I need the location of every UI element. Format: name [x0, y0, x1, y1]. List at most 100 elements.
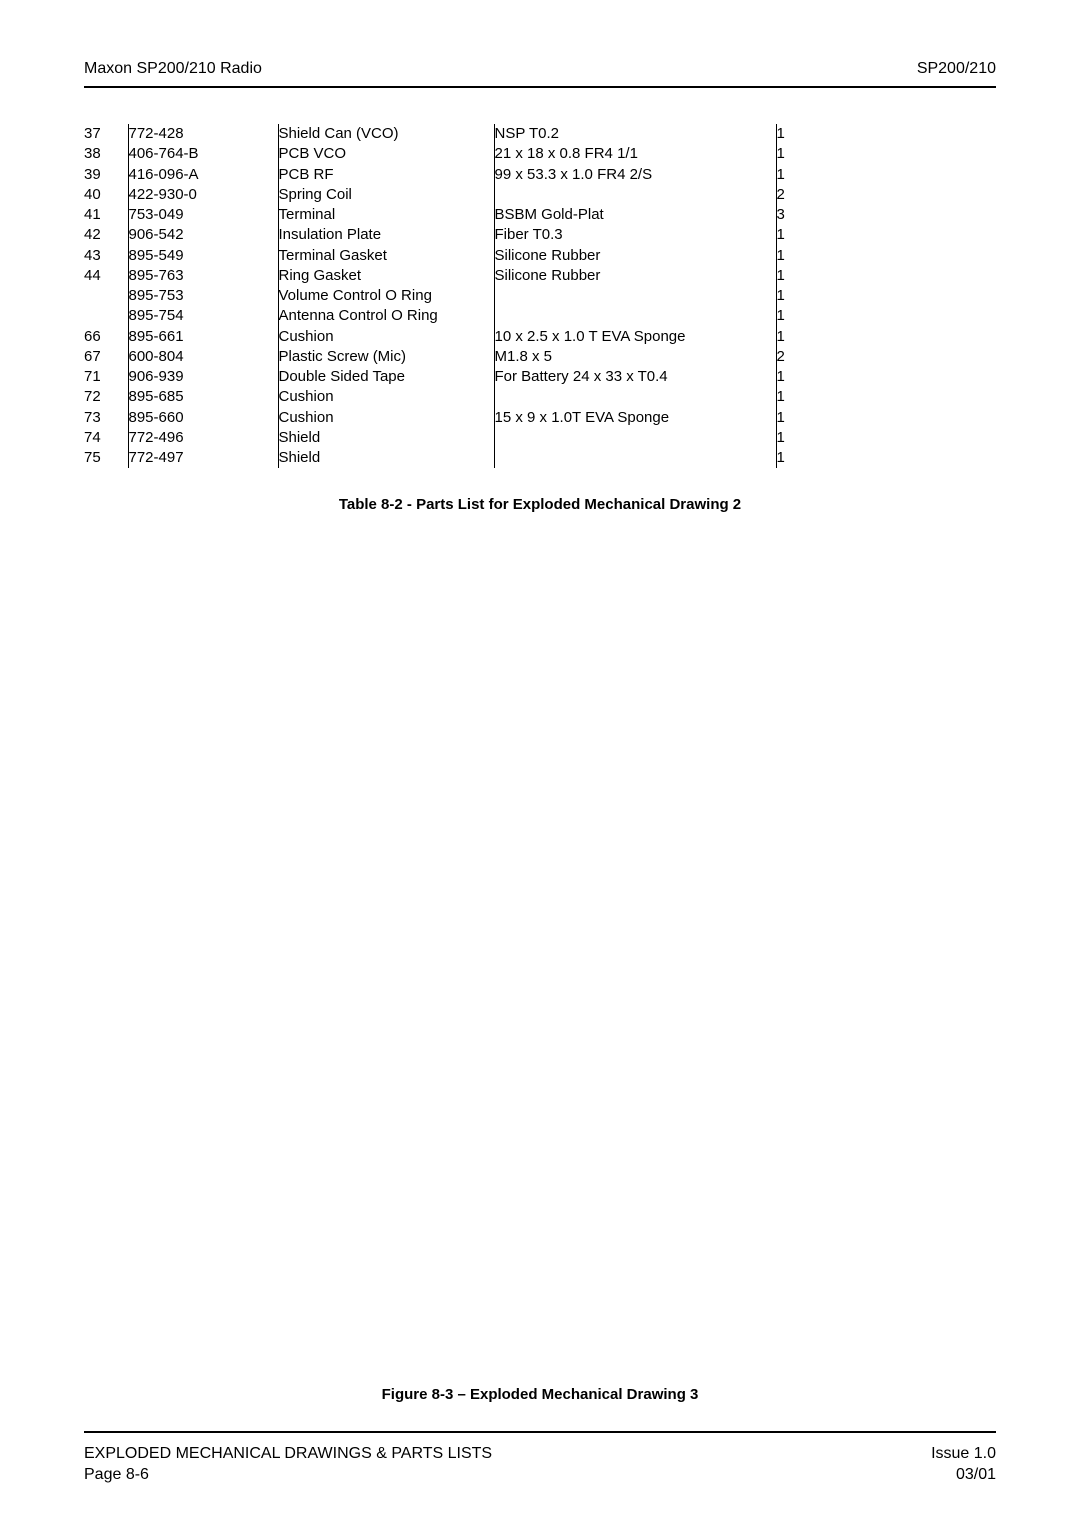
cell-num: 41	[84, 205, 128, 225]
cell-desc: PCB VCO	[278, 144, 494, 164]
table-row: 43895-549Terminal GasketSilicone Rubber1	[84, 246, 808, 266]
cell-spec: 10 x 2.5 x 1.0 T EVA Sponge	[494, 327, 776, 347]
cell-spec	[494, 306, 776, 326]
table-caption: Table 8-2 - Parts List for Exploded Mech…	[84, 496, 996, 513]
table-row: 66895-661Cushion10 x 2.5 x 1.0 T EVA Spo…	[84, 327, 808, 347]
cell-qty: 1	[776, 246, 808, 266]
footer-right: Issue 1.0 03/01	[931, 1443, 996, 1486]
cell-qty: 1	[776, 144, 808, 164]
table-row: 44895-763Ring GasketSilicone Rubber1	[84, 266, 808, 286]
cell-spec: BSBM Gold-Plat	[494, 205, 776, 225]
footer-left-line1: EXPLODED MECHANICAL DRAWINGS & PARTS LIS…	[84, 1443, 492, 1465]
cell-qty: 1	[776, 286, 808, 306]
table-row: 39416-096-APCB RF99 x 53.3 x 1.0 FR4 2/S…	[84, 165, 808, 185]
cell-part: 772-497	[128, 448, 278, 468]
cell-part: 416-096-A	[128, 165, 278, 185]
cell-desc: Terminal	[278, 205, 494, 225]
cell-qty: 2	[776, 347, 808, 367]
cell-num: 74	[84, 428, 128, 448]
cell-num	[84, 306, 128, 326]
cell-num: 42	[84, 225, 128, 245]
cell-spec	[494, 428, 776, 448]
table-row: 74772-496Shield 1	[84, 428, 808, 448]
figure-caption: Figure 8-3 – Exploded Mechanical Drawing…	[0, 1386, 1080, 1403]
cell-desc: Volume Control O Ring	[278, 286, 494, 306]
header-rule	[84, 86, 996, 88]
table-row: 42906-542Insulation PlateFiber T0.31	[84, 225, 808, 245]
table-row: 895-754Antenna Control O Ring1	[84, 306, 808, 326]
cell-spec: 15 x 9 x 1.0T EVA Sponge	[494, 408, 776, 428]
table-row: 895-753Volume Control O Ring 1	[84, 286, 808, 306]
cell-part: 895-753	[128, 286, 278, 306]
cell-spec	[494, 387, 776, 407]
table-row: 73895-660Cushion15 x 9 x 1.0T EVA Sponge…	[84, 408, 808, 428]
cell-desc: Shield	[278, 428, 494, 448]
cell-spec: Fiber T0.3	[494, 225, 776, 245]
cell-num: 40	[84, 185, 128, 205]
cell-part: 895-685	[128, 387, 278, 407]
cell-num: 71	[84, 367, 128, 387]
cell-part: 406-764-B	[128, 144, 278, 164]
cell-desc: Cushion	[278, 387, 494, 407]
cell-desc: Antenna Control O Ring	[278, 306, 494, 326]
header-left: Maxon SP200/210 Radio	[84, 60, 262, 78]
table-row: 41753-049TerminalBSBM Gold-Plat3	[84, 205, 808, 225]
table-row: 72895-685Cushion1	[84, 387, 808, 407]
parts-table: 37772-428Shield Can (VCO)NSP T0.2138406-…	[84, 124, 808, 468]
cell-num	[84, 286, 128, 306]
page-footer: EXPLODED MECHANICAL DRAWINGS & PARTS LIS…	[84, 1443, 996, 1486]
cell-qty: 1	[776, 428, 808, 448]
cell-desc: Ring Gasket	[278, 266, 494, 286]
footer-rule	[84, 1431, 996, 1433]
page-header: Maxon SP200/210 Radio SP200/210	[84, 60, 996, 78]
cell-desc: Spring Coil	[278, 185, 494, 205]
cell-num: 37	[84, 124, 128, 144]
cell-qty: 1	[776, 448, 808, 468]
footer-right-line1: Issue 1.0	[931, 1443, 996, 1465]
cell-desc: Shield	[278, 448, 494, 468]
cell-num: 43	[84, 246, 128, 266]
parts-table-body: 37772-428Shield Can (VCO)NSP T0.2138406-…	[84, 124, 808, 468]
cell-part: 772-496	[128, 428, 278, 448]
cell-qty: 2	[776, 185, 808, 205]
cell-spec: For Battery 24 x 33 x T0.4	[494, 367, 776, 387]
table-row: 75772-497Shield 1	[84, 448, 808, 468]
cell-part: 753-049	[128, 205, 278, 225]
cell-desc: Shield Can (VCO)	[278, 124, 494, 144]
cell-part: 422-930-0	[128, 185, 278, 205]
cell-desc: PCB RF	[278, 165, 494, 185]
cell-num: 44	[84, 266, 128, 286]
cell-spec: Silicone Rubber	[494, 246, 776, 266]
cell-desc: Double Sided Tape	[278, 367, 494, 387]
cell-desc: Terminal Gasket	[278, 246, 494, 266]
cell-num: 72	[84, 387, 128, 407]
cell-part: 906-939	[128, 367, 278, 387]
table-row: 67600-804Plastic Screw (Mic)M1.8 x 52	[84, 347, 808, 367]
cell-part: 772-428	[128, 124, 278, 144]
cell-part: 895-754	[128, 306, 278, 326]
cell-spec	[494, 185, 776, 205]
cell-part: 895-763	[128, 266, 278, 286]
table-row: 38406-764-BPCB VCO21 x 18 x 0.8 FR4 1/11	[84, 144, 808, 164]
footer-right-line2: 03/01	[931, 1464, 996, 1486]
cell-part: 895-660	[128, 408, 278, 428]
table-row: 71906-939Double Sided TapeFor Battery 24…	[84, 367, 808, 387]
cell-qty: 1	[776, 124, 808, 144]
cell-qty: 1	[776, 266, 808, 286]
cell-qty: 1	[776, 327, 808, 347]
cell-qty: 1	[776, 367, 808, 387]
cell-num: 38	[84, 144, 128, 164]
header-right: SP200/210	[917, 60, 996, 78]
footer-left-line2: Page 8-6	[84, 1464, 492, 1486]
cell-num: 73	[84, 408, 128, 428]
cell-spec: Silicone Rubber	[494, 266, 776, 286]
cell-part: 600-804	[128, 347, 278, 367]
cell-num: 75	[84, 448, 128, 468]
cell-part: 895-549	[128, 246, 278, 266]
cell-num: 67	[84, 347, 128, 367]
cell-qty: 1	[776, 408, 808, 428]
table-row: 40422-930-0Spring Coil 2	[84, 185, 808, 205]
cell-spec: NSP T0.2	[494, 124, 776, 144]
cell-desc: Cushion	[278, 327, 494, 347]
cell-desc: Cushion	[278, 408, 494, 428]
